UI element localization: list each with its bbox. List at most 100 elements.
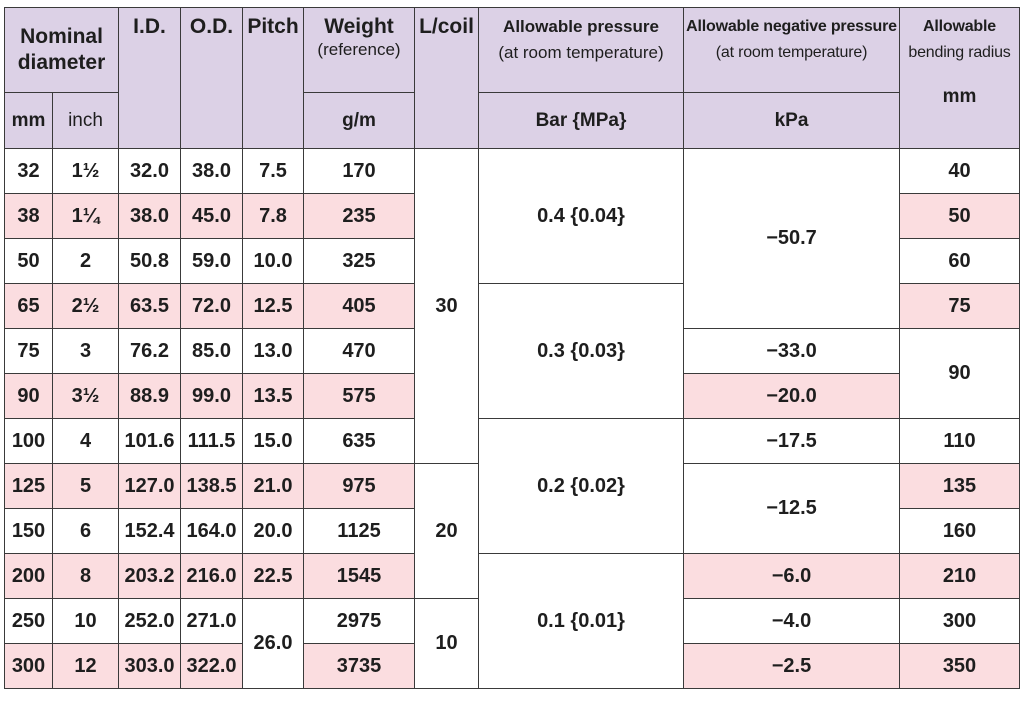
cell-bending-radius: 110 — [899, 418, 1020, 464]
unit-inch: inch — [52, 92, 119, 149]
cell-mm: 90 — [4, 373, 53, 419]
cell-bending-radius: 90 — [899, 328, 1020, 419]
cell-weight: 575 — [303, 373, 415, 419]
unit-mm: mm — [4, 92, 53, 149]
table-row: 90 3½ 88.9 99.0 13.5 575 −20.0 — [4, 373, 1020, 419]
cell-id: 152.4 — [118, 508, 181, 554]
cell-od: 38.0 — [180, 148, 243, 194]
cell-negative-pressure: −2.5 — [683, 643, 900, 689]
cell-negative-pressure: −33.0 — [683, 328, 900, 374]
cell-bending-radius: 160 — [899, 508, 1020, 554]
cell-od: 85.0 — [180, 328, 243, 374]
cell-od: 99.0 — [180, 373, 243, 419]
cell-inch: 3½ — [52, 373, 119, 419]
bending-radius-label: Allowable — [923, 18, 996, 35]
cell-pitch: 20.0 — [242, 508, 304, 554]
header-row-titles: Nominal diameter I.D. O.D. Pitch Weight … — [4, 7, 1020, 149]
cell-od: 111.5 — [180, 418, 243, 464]
cell-bending-radius: 135 — [899, 463, 1020, 509]
cell-id: 32.0 — [118, 148, 181, 194]
cell-negative-pressure: −20.0 — [683, 373, 900, 419]
cell-id: 50.8 — [118, 238, 181, 284]
cell-bending-radius: 50 — [899, 193, 1020, 239]
cell-id: 63.5 — [118, 283, 181, 329]
table-row: 200 8 203.2 216.0 22.5 1545 0.1 {0.01} −… — [4, 553, 1020, 689]
cell-od: 164.0 — [180, 508, 243, 554]
table-row: 300 12 303.0 322.0 3735 −2.5 350 — [4, 643, 1020, 689]
cell-pitch: 7.5 — [242, 148, 304, 194]
allowable-negative-pressure-label: Allowable negative pressure — [686, 18, 897, 35]
spec-table-container: Nominal diameter I.D. O.D. Pitch Weight … — [4, 7, 1020, 689]
weight-header-sub: (reference) — [317, 40, 401, 59]
table-row: 32 1½ 32.0 38.0 7.5 170 30 0.4 {0.04} −5… — [4, 148, 1020, 464]
cell-mm: 38 — [4, 193, 53, 239]
cell-mm: 32 — [4, 148, 53, 194]
pitch-header: Pitch — [242, 7, 304, 149]
cell-weight: 1545 — [303, 553, 415, 599]
cell-inch: 2 — [52, 238, 119, 284]
cell-inch: 10 — [52, 598, 119, 644]
allowable-negative-pressure-header: Allowable negative pressure (at room tem… — [683, 7, 900, 93]
unit-weight: g/m — [303, 92, 415, 149]
cell-negative-pressure: −17.5 — [683, 418, 900, 464]
cell-bending-radius: 300 — [899, 598, 1020, 644]
id-header-label: I.D. — [133, 15, 166, 38]
cell-id: 88.9 — [118, 373, 181, 419]
pitch-header-label: Pitch — [247, 15, 299, 38]
cell-mm: 50 — [4, 238, 53, 284]
cell-mm: 300 — [4, 643, 53, 689]
cell-weight: 3735 — [303, 643, 415, 689]
cell-inch: 3 — [52, 328, 119, 374]
bending-radius-unit: mm — [942, 86, 977, 107]
cell-lcoil: 20 — [414, 463, 479, 599]
cell-bending-radius: 40 — [899, 148, 1020, 194]
cell-pitch: 10.0 — [242, 238, 304, 284]
cell-pitch: 22.5 — [242, 553, 304, 599]
allowable-pressure-header: Allowable pressure (at room temperature) — [478, 7, 684, 93]
cell-pitch: 13.0 — [242, 328, 304, 374]
cell-id: 303.0 — [118, 643, 181, 689]
cell-od: 59.0 — [180, 238, 243, 284]
cell-allowable-pressure: 0.1 {0.01} — [478, 553, 684, 689]
cell-weight: 2975 — [303, 598, 415, 644]
cell-id: 38.0 — [118, 193, 181, 239]
cell-pitch: 13.5 — [242, 373, 304, 419]
weight-header: Weight (reference) — [303, 7, 415, 93]
bending-radius-sub: bending radius — [908, 44, 1011, 61]
cell-id: 252.0 — [118, 598, 181, 644]
cell-mm: 100 — [4, 418, 53, 464]
cell-pitch: 15.0 — [242, 418, 304, 464]
cell-lcoil: 10 — [414, 598, 479, 689]
nominal-diameter-text: Nominal diameter — [17, 25, 106, 74]
cell-bending-radius: 210 — [899, 553, 1020, 599]
table-row: 150 6 152.4 164.0 20.0 1125 160 — [4, 508, 1020, 554]
cell-inch: 4 — [52, 418, 119, 464]
lcoil-header: L/coil — [414, 7, 479, 149]
unit-negative-pressure: kPa — [683, 92, 900, 149]
allowable-pressure-label: Allowable pressure — [503, 17, 659, 36]
allowable-negative-pressure-sub: (at room temperature) — [715, 44, 868, 61]
cell-pitch: 26.0 — [242, 598, 304, 689]
cell-od: 322.0 — [180, 643, 243, 689]
cell-pitch: 21.0 — [242, 463, 304, 509]
cell-weight: 235 — [303, 193, 415, 239]
hose-spec-table: Nominal diameter I.D. O.D. Pitch Weight … — [4, 7, 1020, 689]
cell-weight: 975 — [303, 463, 415, 509]
table-body: 32 1½ 32.0 38.0 7.5 170 30 0.4 {0.04} −5… — [4, 148, 1020, 689]
table-row: 50 2 50.8 59.0 10.0 325 60 — [4, 238, 1020, 284]
id-header: I.D. — [118, 7, 181, 149]
cell-inch: 6 — [52, 508, 119, 554]
cell-id: 76.2 — [118, 328, 181, 374]
cell-od: 72.0 — [180, 283, 243, 329]
header-row-units: mm inch g/m Bar {MPa} kPa — [4, 92, 1020, 149]
cell-weight: 325 — [303, 238, 415, 284]
cell-id: 101.6 — [118, 418, 181, 464]
nominal-diameter-header: Nominal diameter — [4, 7, 119, 93]
table-row: 38 1¼ 38.0 45.0 7.8 235 50 — [4, 193, 1020, 239]
cell-negative-pressure: −6.0 — [683, 553, 900, 599]
table-row: 250 10 252.0 271.0 26.0 2975 10 −4.0 300 — [4, 598, 1020, 689]
bending-radius-header: Allowable bending radius mm — [899, 7, 1020, 149]
cell-mm: 150 — [4, 508, 53, 554]
cell-inch: 1½ — [52, 148, 119, 194]
cell-inch: 2½ — [52, 283, 119, 329]
